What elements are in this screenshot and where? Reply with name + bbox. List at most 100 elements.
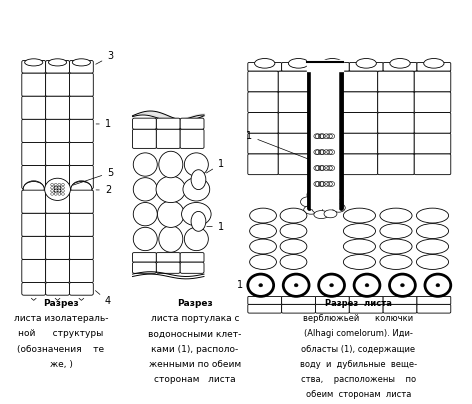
FancyBboxPatch shape: [46, 96, 69, 119]
FancyBboxPatch shape: [341, 154, 378, 175]
FancyBboxPatch shape: [248, 63, 282, 71]
FancyBboxPatch shape: [156, 129, 180, 148]
Text: 1: 1: [206, 159, 224, 173]
FancyBboxPatch shape: [69, 96, 93, 119]
FancyBboxPatch shape: [22, 259, 46, 282]
Ellipse shape: [72, 59, 91, 66]
FancyBboxPatch shape: [378, 113, 414, 133]
Circle shape: [329, 284, 334, 287]
Ellipse shape: [133, 227, 157, 250]
Text: 1: 1: [96, 119, 111, 129]
FancyBboxPatch shape: [22, 61, 46, 73]
Circle shape: [354, 274, 380, 297]
Circle shape: [54, 193, 57, 195]
Circle shape: [54, 191, 55, 192]
FancyBboxPatch shape: [69, 282, 93, 295]
Ellipse shape: [390, 59, 410, 68]
FancyBboxPatch shape: [22, 166, 46, 189]
Text: 1: 1: [246, 131, 308, 159]
FancyBboxPatch shape: [69, 213, 93, 236]
Circle shape: [57, 186, 59, 187]
Ellipse shape: [23, 181, 44, 198]
FancyBboxPatch shape: [248, 113, 278, 133]
Ellipse shape: [185, 227, 208, 250]
FancyBboxPatch shape: [414, 113, 451, 133]
FancyBboxPatch shape: [22, 119, 46, 143]
FancyBboxPatch shape: [278, 133, 309, 154]
FancyBboxPatch shape: [22, 73, 46, 96]
FancyBboxPatch shape: [248, 154, 278, 175]
FancyBboxPatch shape: [278, 92, 309, 113]
Circle shape: [59, 186, 61, 187]
Ellipse shape: [249, 282, 257, 288]
Ellipse shape: [71, 181, 92, 198]
Ellipse shape: [49, 59, 67, 66]
FancyBboxPatch shape: [341, 133, 378, 154]
FancyBboxPatch shape: [248, 297, 282, 304]
Ellipse shape: [185, 153, 208, 176]
FancyBboxPatch shape: [156, 262, 180, 274]
Ellipse shape: [288, 59, 309, 68]
Circle shape: [61, 183, 64, 186]
FancyBboxPatch shape: [315, 304, 349, 313]
Circle shape: [58, 189, 61, 192]
FancyBboxPatch shape: [156, 252, 180, 262]
FancyBboxPatch shape: [315, 63, 349, 71]
FancyBboxPatch shape: [69, 166, 93, 189]
FancyBboxPatch shape: [248, 304, 282, 313]
FancyBboxPatch shape: [417, 297, 451, 304]
FancyBboxPatch shape: [414, 133, 451, 154]
Ellipse shape: [320, 282, 328, 288]
FancyBboxPatch shape: [22, 190, 46, 213]
Text: воду  и  дубильные  веще-: воду и дубильные веще-: [300, 360, 417, 368]
Circle shape: [259, 284, 263, 287]
Text: 2: 2: [96, 185, 111, 195]
Ellipse shape: [312, 204, 329, 214]
FancyBboxPatch shape: [248, 133, 278, 154]
Text: 5: 5: [73, 168, 113, 185]
Ellipse shape: [442, 282, 449, 288]
Ellipse shape: [319, 196, 336, 206]
Text: областы (1), содержащие: областы (1), содержащие: [302, 345, 415, 354]
FancyBboxPatch shape: [69, 190, 93, 213]
Ellipse shape: [285, 282, 292, 288]
FancyBboxPatch shape: [278, 154, 309, 175]
Text: 3: 3: [96, 51, 113, 64]
Circle shape: [57, 189, 59, 190]
FancyBboxPatch shape: [383, 63, 417, 71]
Ellipse shape: [71, 183, 92, 197]
Ellipse shape: [307, 190, 320, 199]
FancyBboxPatch shape: [69, 236, 93, 259]
Ellipse shape: [336, 282, 343, 288]
FancyBboxPatch shape: [349, 297, 383, 304]
Ellipse shape: [250, 223, 277, 238]
FancyBboxPatch shape: [378, 92, 414, 113]
FancyBboxPatch shape: [349, 63, 383, 71]
Ellipse shape: [133, 153, 157, 176]
FancyBboxPatch shape: [46, 166, 69, 189]
Ellipse shape: [250, 239, 277, 254]
FancyBboxPatch shape: [69, 119, 93, 143]
Ellipse shape: [416, 208, 448, 223]
Ellipse shape: [46, 181, 69, 196]
Circle shape: [61, 187, 64, 189]
FancyBboxPatch shape: [22, 213, 46, 236]
FancyBboxPatch shape: [22, 282, 46, 295]
Ellipse shape: [23, 181, 44, 196]
Ellipse shape: [133, 178, 157, 201]
Circle shape: [51, 183, 53, 186]
FancyBboxPatch shape: [133, 129, 156, 148]
FancyBboxPatch shape: [180, 262, 204, 274]
Ellipse shape: [46, 181, 69, 198]
Text: (Alhagi comelorum). Иди-: (Alhagi comelorum). Иди-: [304, 329, 413, 339]
Ellipse shape: [280, 208, 307, 223]
Text: ной      структуры: ной структуры: [18, 329, 104, 339]
Circle shape: [401, 284, 405, 287]
FancyBboxPatch shape: [248, 92, 278, 113]
Ellipse shape: [300, 282, 308, 288]
FancyBboxPatch shape: [383, 297, 417, 304]
Circle shape: [59, 189, 61, 190]
Ellipse shape: [254, 59, 275, 68]
Text: верблюжьей      колючки: верблюжьей колючки: [303, 314, 413, 323]
FancyBboxPatch shape: [378, 154, 414, 175]
